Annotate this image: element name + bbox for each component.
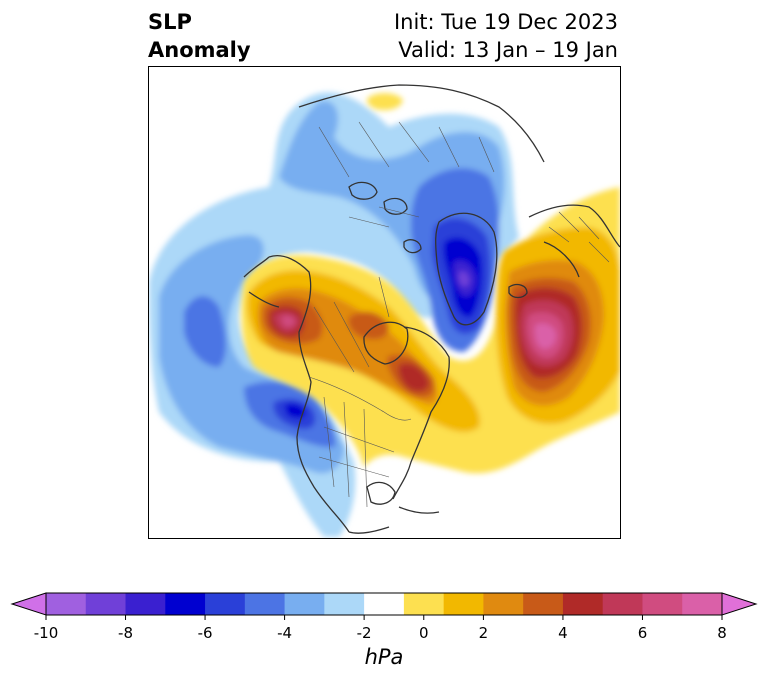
colorbar-swatch: [364, 593, 405, 615]
contour-neg-7: [459, 271, 470, 287]
border-eurasia: [318, 121, 495, 228]
political-borders: [308, 121, 610, 508]
colorbar-ticks: -10-8-6-4-20246810: [34, 615, 727, 642]
colorbar-swatch: [244, 593, 286, 615]
chart-title-left: SLP Anomaly: [148, 8, 251, 64]
contour-pos-5b: [398, 363, 429, 392]
coast-central-america: [348, 506, 440, 534]
colorbar-swatch: [602, 593, 643, 615]
contour-pos-7b: [281, 315, 295, 327]
colorbar-tick-label: -10: [34, 624, 59, 642]
coast-greenland: [435, 212, 498, 326]
coast-alaska: [243, 256, 280, 308]
colorbar-swatch: [642, 593, 683, 615]
colorbar-under-arrow: [10, 592, 47, 616]
colorbar-frame: [45, 592, 723, 616]
coast-east-canada: [392, 326, 450, 500]
colorbar-swatch: [403, 593, 445, 615]
contour-pos-8: [534, 323, 557, 349]
contour-pos-4b: [348, 311, 389, 340]
coast-europe: [528, 204, 620, 278]
coast-hudson-bay: [363, 321, 409, 365]
title-variable-line2: Anomaly: [148, 38, 251, 62]
colorbar-tick-label: -2: [357, 624, 372, 642]
contour-pos-arctic: [367, 93, 403, 111]
colorbar-tick-label: 8: [717, 624, 727, 642]
negative-anomaly-fields: [149, 92, 519, 538]
border-us-states-1: [318, 396, 395, 508]
anomaly-map: [148, 66, 621, 539]
colorbar-swatch: [165, 593, 206, 615]
coast-arctic-islands: [348, 181, 422, 254]
colorbar-tick-label: -6: [198, 624, 213, 642]
contour-neg-5: [284, 403, 306, 419]
coastlines: [243, 84, 620, 534]
colorbar-units-label: hPa: [364, 645, 404, 669]
colorbar-swatch: [523, 593, 564, 615]
coast-gulf-of-mexico: [366, 481, 396, 505]
colorbar-swatches: [10, 592, 758, 616]
title-variable-line1: SLP: [148, 10, 192, 34]
colorbar-swatch: [284, 593, 325, 615]
colorbar-tick-label: -8: [118, 624, 133, 642]
colorbar-tick-label: 6: [638, 624, 648, 642]
map-canvas: [149, 84, 620, 538]
contour-neg-3: [184, 296, 226, 367]
colorbar-tick-label: -4: [277, 624, 292, 642]
colorbar-tick-label: 2: [479, 624, 489, 642]
coast-siberia: [298, 84, 545, 163]
colorbar-tick-label: 4: [558, 624, 568, 642]
colorbar-swatch: [483, 593, 524, 615]
title-valid-range: Valid: 13 Jan – 19 Jan: [398, 38, 618, 62]
chart-title-right: Init: Tue 19 Dec 2023 Valid: 13 Jan – 19…: [394, 8, 618, 64]
colorbar-swatch: [443, 593, 484, 615]
border-canada-provinces: [313, 276, 390, 373]
title-init-date: Init: Tue 19 Dec 2023: [393, 10, 618, 34]
colorbar-tick-label: 0: [419, 624, 429, 642]
colorbar-swatch: [85, 593, 127, 615]
positive-anomaly-fields: [241, 93, 620, 474]
colorbar-swatch: [562, 593, 604, 615]
border-europe: [548, 211, 610, 263]
coast-iceland: [508, 283, 528, 299]
colorbar-swatch: [682, 593, 723, 615]
colorbar-swatch: [205, 593, 246, 615]
colorbar-over-arrow: [721, 592, 758, 616]
coast-north-america-west: [268, 255, 350, 533]
colorbar-swatch: [125, 593, 166, 615]
border-us-canada: [308, 376, 412, 421]
colorbar-swatch: [46, 593, 87, 615]
colorbar: -10-8-6-4-20246810: [10, 592, 758, 642]
colorbar-swatch: [324, 593, 365, 615]
